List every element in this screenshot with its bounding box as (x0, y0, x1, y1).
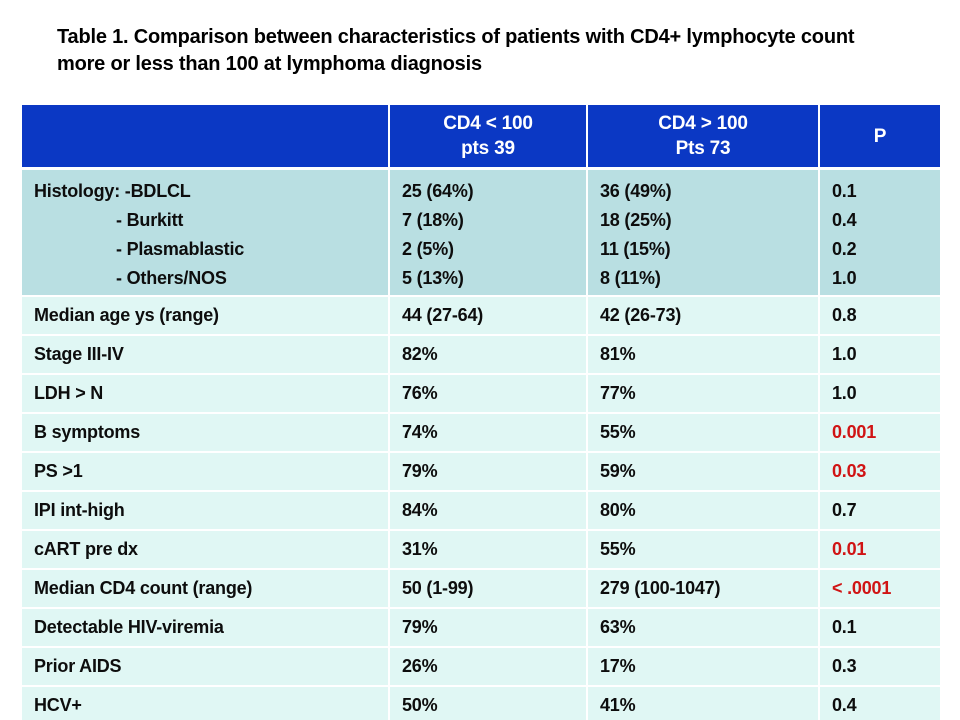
header-line: pts 39 (461, 138, 515, 159)
row-cd4-high-cell: 77% (588, 375, 820, 414)
text-line: 0.2 (832, 239, 857, 259)
row-cd4-low-cell: 44 (27-64) (390, 297, 588, 336)
table-row: Median age ys (range) 44 (27-64) 42 (26-… (22, 297, 940, 336)
text-line: 11 (15%) (600, 239, 671, 259)
comparison-table: CD4 < 100 pts 39 CD4 > 100 Pts 73 P Hist… (22, 105, 940, 720)
text-line: 0.4 (832, 210, 857, 230)
table-title: Table 1. Comparison between characterist… (57, 24, 937, 78)
table-row: Stage III-IV 82% 81% 1.0 (22, 336, 940, 375)
header-cd4-high-cell: CD4 > 100 Pts 73 (588, 105, 820, 170)
row-label-cell: Prior AIDS (22, 648, 390, 687)
histology-cd4-high-cell: 36 (49%) 18 (25%) 11 (15%) 8 (11%) (588, 170, 820, 297)
row-label-cell: Detectable HIV-viremia (22, 609, 390, 648)
text-line: more or less than 100 at lymphoma diagno… (57, 53, 482, 75)
row-cd4-high-cell: 81% (588, 336, 820, 375)
row-p-cell: 0.8 (820, 297, 940, 336)
histology-label-cell: Histology: -BDLCL - Burkitt - Plasmablasti… (22, 170, 390, 297)
row-cd4-high-cell: 17% (588, 648, 820, 687)
row-cd4-low-cell: 79% (390, 609, 588, 648)
text-line: 18 (25%) (600, 210, 672, 230)
text-line: 8 (11%) (600, 268, 661, 288)
row-cd4-high-cell: 279 (100-1047) (588, 570, 820, 609)
header-line: Pts 73 (675, 138, 731, 159)
row-cd4-low-cell: 31% (390, 531, 588, 570)
text-line: Table 1. Comparison between characterist… (57, 26, 855, 48)
row-cd4-low-cell: 76% (390, 375, 588, 414)
header-cd4-low-cell: CD4 < 100 pts 39 (390, 105, 588, 170)
row-p-cell: < .0001 (820, 570, 940, 609)
text-line: - Plasmablastic (116, 239, 245, 259)
row-label-cell: cART pre dx (22, 531, 390, 570)
text-line: 7 (18%) (402, 210, 464, 230)
table-row: B symptoms 74% 55% 0.001 (22, 414, 940, 453)
header-p-cell: P (820, 105, 940, 170)
row-p-cell: 0.01 (820, 531, 940, 570)
row-cd4-high-cell: 59% (588, 453, 820, 492)
row-cd4-high-cell: 55% (588, 531, 820, 570)
row-cd4-low-cell: 26% (390, 648, 588, 687)
row-p-cell: 0.4 (820, 687, 940, 720)
table-row: cART pre dx 31% 55% 0.01 (22, 531, 940, 570)
table-row: LDH > N 76% 77% 1.0 (22, 375, 940, 414)
text-line: 5 (13%) (402, 268, 464, 288)
row-p-cell: 0.3 (820, 648, 940, 687)
text-line: 1.0 (832, 268, 857, 288)
row-cd4-high-cell: 42 (26-73) (588, 297, 820, 336)
row-label-cell: Stage III-IV (22, 336, 390, 375)
row-cd4-low-cell: 79% (390, 453, 588, 492)
header-row: CD4 < 100 pts 39 CD4 > 100 Pts 73 P (22, 105, 940, 170)
header-empty-cell (22, 105, 390, 170)
row-p-cell: 1.0 (820, 336, 940, 375)
text-line: 36 (49%) (600, 181, 672, 201)
table-row: PS >1 79% 59% 0.03 (22, 453, 940, 492)
table-row: Median CD4 count (range) 50 (1-99) 279 (… (22, 570, 940, 609)
row-cd4-high-cell: 63% (588, 609, 820, 648)
header-line: CD4 > 100 (658, 113, 748, 134)
row-p-cell: 1.0 (820, 375, 940, 414)
row-cd4-low-cell: 50 (1-99) (390, 570, 588, 609)
row-cd4-low-cell: 50% (390, 687, 588, 720)
table-row: Prior AIDS 26% 17% 0.3 (22, 648, 940, 687)
row-label-cell: Median CD4 count (range) (22, 570, 390, 609)
histology-p-cell: 0.1 0.4 0.2 1.0 (820, 170, 940, 297)
text-line: - Burkitt (116, 210, 184, 230)
header-line: CD4 < 100 (443, 113, 533, 134)
text-line: 2 (5%) (402, 239, 454, 259)
row-p-cell: 0.7 (820, 492, 940, 531)
row-label-cell: B symptoms (22, 414, 390, 453)
row-cd4-high-cell: 55% (588, 414, 820, 453)
row-cd4-low-cell: 74% (390, 414, 588, 453)
histology-row: Histology: -BDLCL - Burkitt - Plasmablasti… (22, 170, 940, 297)
row-label-cell: HCV+ (22, 687, 390, 720)
row-p-cell: 0.001 (820, 414, 940, 453)
table-row: HCV+ 50% 41% 0.4 (22, 687, 940, 720)
row-p-cell: 0.1 (820, 609, 940, 648)
row-label-cell: IPI int-high (22, 492, 390, 531)
row-p-cell: 0.03 (820, 453, 940, 492)
table-row: Detectable HIV-viremia 79% 63% 0.1 (22, 609, 940, 648)
text-line: - Others/NOS (116, 268, 227, 288)
table-body: Histology: -BDLCL - Burkitt - Plasmablasti… (22, 170, 940, 720)
text-line: 0.1 (832, 181, 857, 201)
row-label-cell: LDH > N (22, 375, 390, 414)
row-label-cell: PS >1 (22, 453, 390, 492)
row-cd4-low-cell: 82% (390, 336, 588, 375)
text-line: 25 (64%) (402, 181, 474, 201)
histology-cd4-low-cell: 25 (64%) 7 (18%) 2 (5%) 5 (13%) (390, 170, 588, 297)
row-cd4-high-cell: 80% (588, 492, 820, 531)
row-cd4-high-cell: 41% (588, 687, 820, 720)
table-row: IPI int-high 84% 80% 0.7 (22, 492, 940, 531)
text-line: Histology: -BDLCL (34, 181, 191, 201)
row-label-cell: Median age ys (range) (22, 297, 390, 336)
row-cd4-low-cell: 84% (390, 492, 588, 531)
